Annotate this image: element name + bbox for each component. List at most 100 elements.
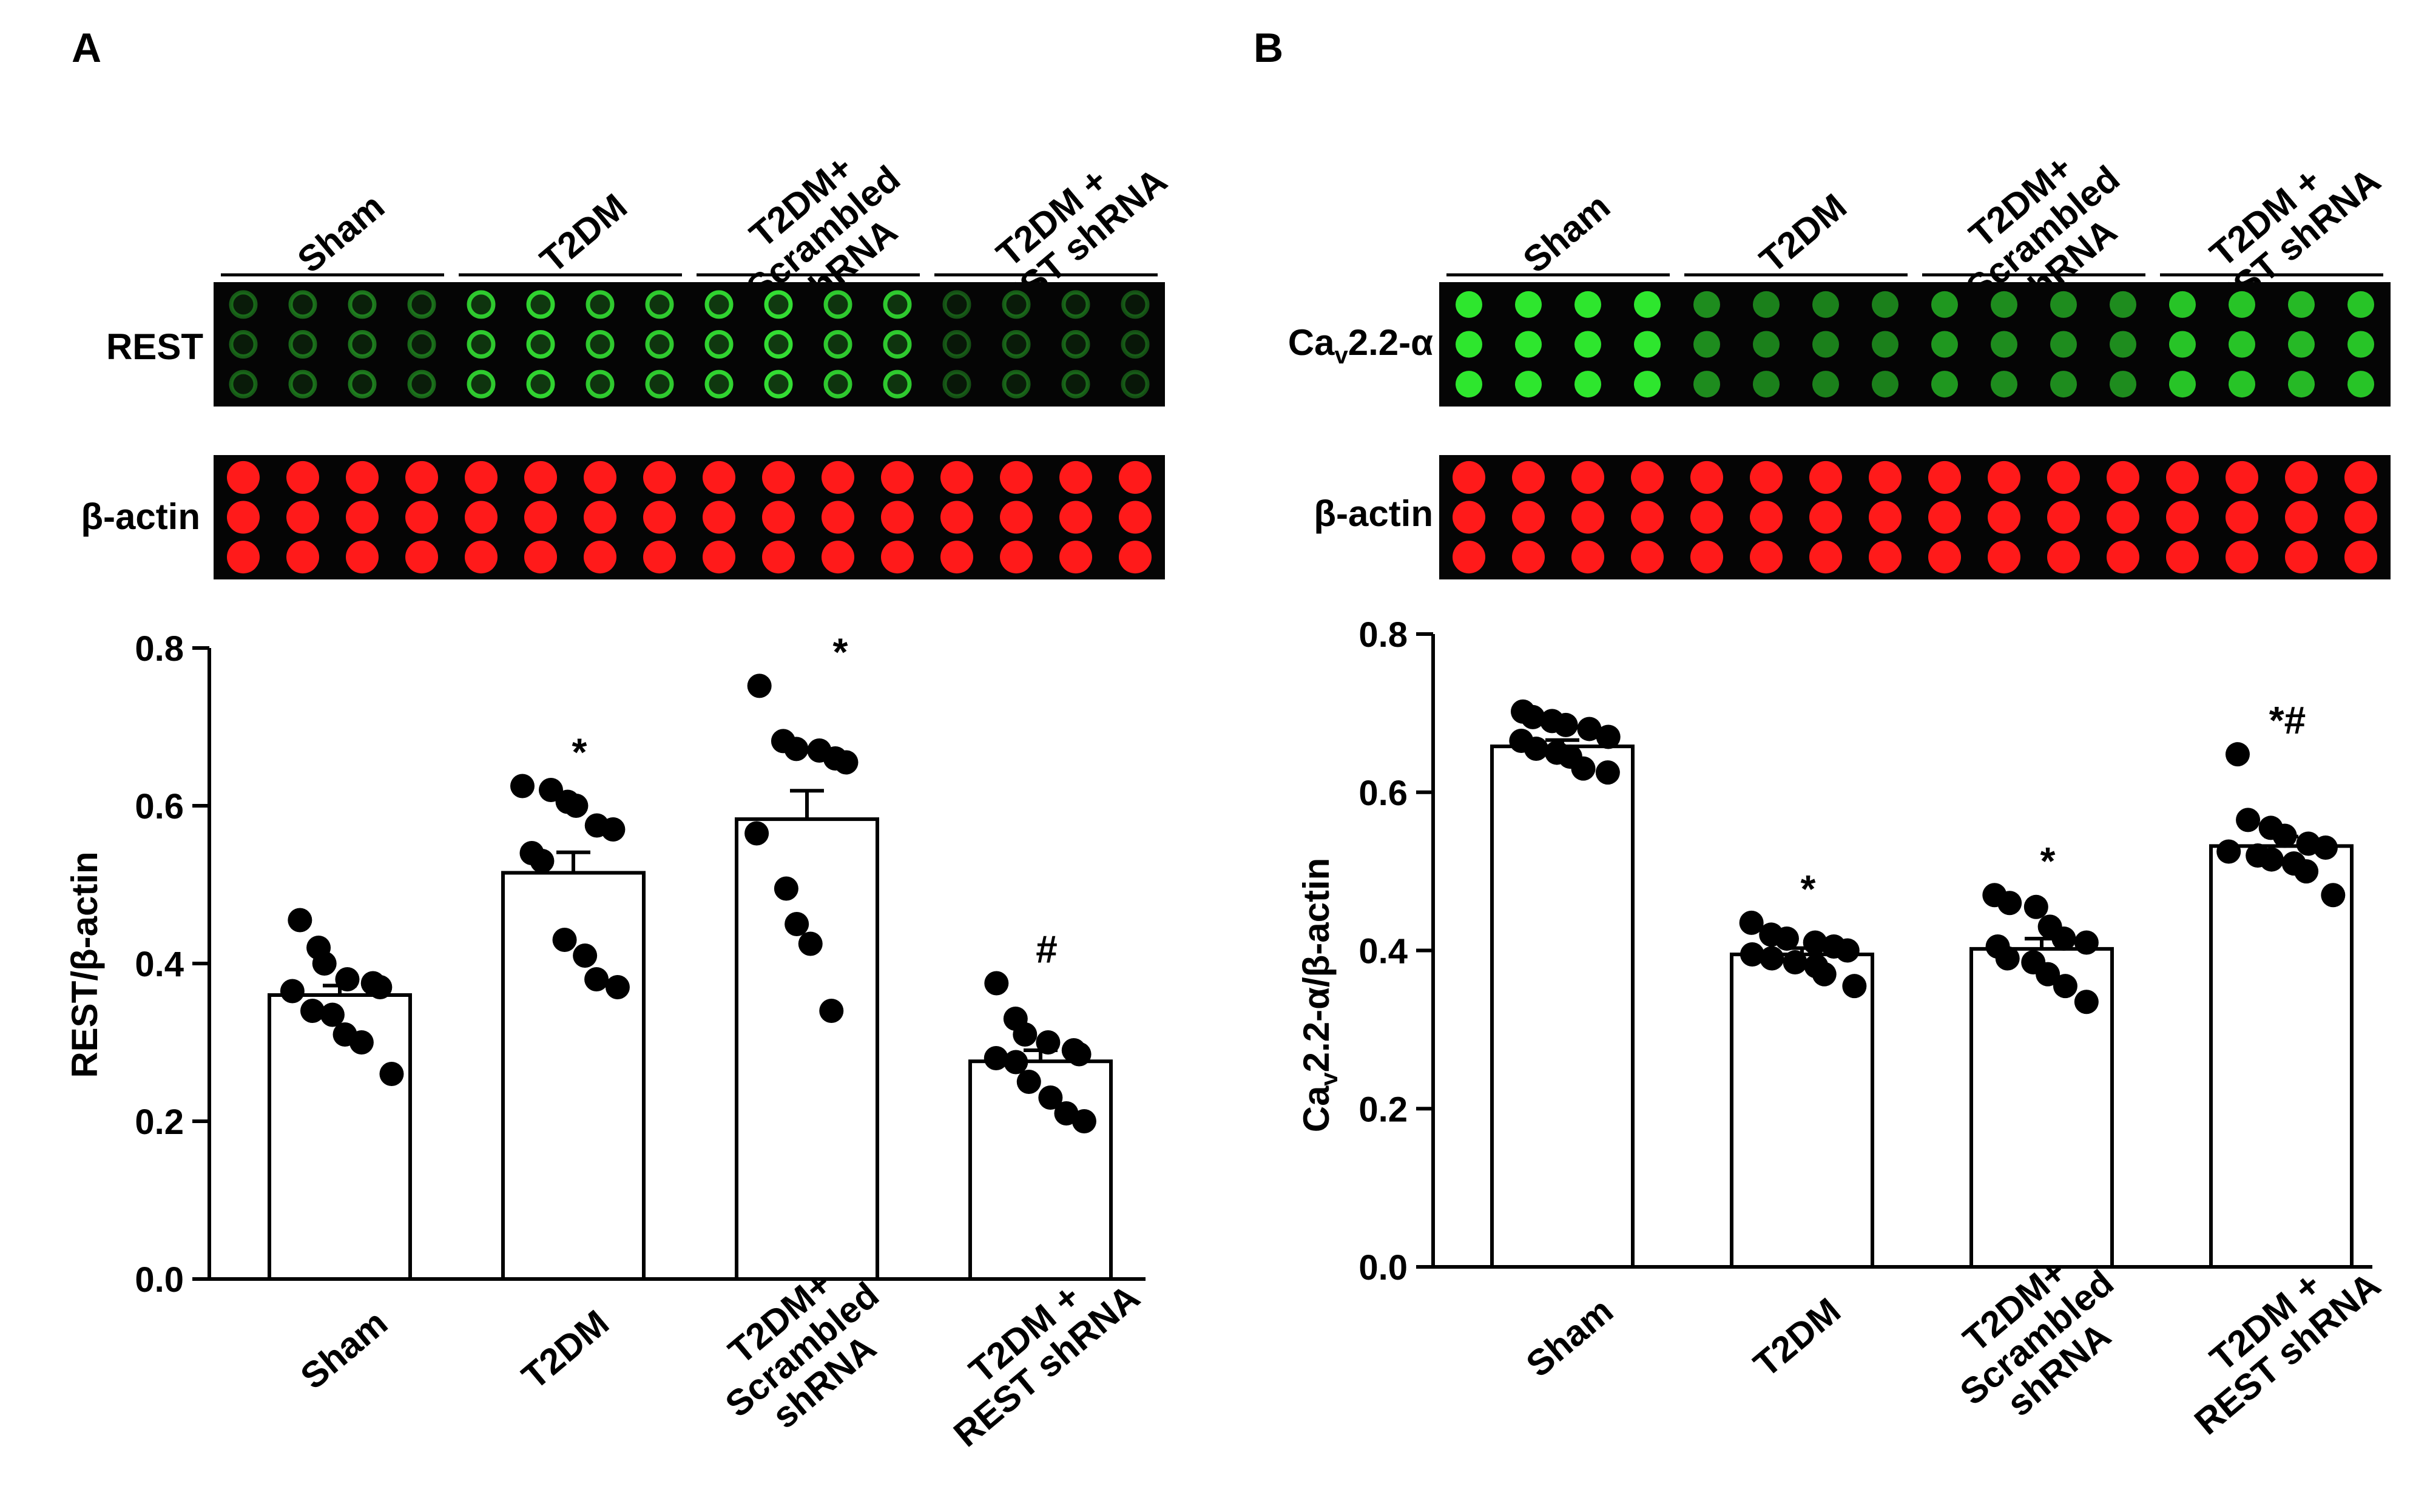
panel-b-data-point [2259, 847, 2284, 872]
panel-a-blot-dot [883, 370, 912, 399]
panel-b-blot-dot [1988, 461, 2020, 494]
panel-a-blot-dot [942, 290, 971, 319]
panel-b-data-point [1595, 760, 1620, 785]
panel-b-blot-dot [1512, 461, 1545, 494]
panel-a-blot-dot [524, 461, 557, 494]
panel-a-data-point [349, 1030, 374, 1055]
panel-a-blot-dot [227, 541, 260, 574]
panel-a-significance-mark: # [1036, 928, 1058, 971]
panel-b-x-category-label: Sham [1519, 1290, 1621, 1385]
panel-b-blot-dot [1515, 331, 1542, 358]
panel-a-blot-dot [762, 461, 795, 494]
panel-b-y-tick-label: 0.2 [1358, 1090, 1408, 1129]
panel-b-y-tick-label: 0.4 [1358, 932, 1408, 971]
panel-b-blot-dot [1512, 541, 1545, 574]
panel-b-blot-dot [2166, 501, 2199, 534]
panel-b-blot-dot [1753, 371, 1780, 398]
panel-a-blot-dot [1061, 370, 1090, 399]
panel-a-blot-dot [348, 370, 377, 399]
panel-a-blot-dot [586, 330, 615, 359]
panel-b-blot-dot [1515, 371, 1542, 398]
panel-b-blot-dot [1515, 291, 1542, 318]
panel-a-blot-dot [643, 461, 676, 494]
panel-b-blot-dot [2344, 541, 2377, 574]
panel-b-blot-dot [1571, 501, 1604, 534]
panel-a-blot-dot [704, 290, 734, 319]
panel-a-blot-dot [883, 330, 912, 359]
panel-b-blot-dot [2347, 371, 2374, 398]
panel-a-blot-dot [405, 461, 438, 494]
panel-b-blot-dot [1809, 461, 1842, 494]
panel-a-blot-dot [883, 290, 912, 319]
panel-a-blot-dot [407, 290, 436, 319]
panel-a-blot-dot [465, 461, 498, 494]
panel-b-data-point [1997, 891, 2022, 916]
panel-a-blot-dot [584, 501, 616, 534]
panel-b-blot-dot [2050, 331, 2077, 358]
panel-b-blot-dot [1812, 291, 1839, 318]
panel-a-data-point [984, 1046, 1008, 1070]
panel-a-blot-dot [1000, 501, 1033, 534]
panel-b-blot-dot [2229, 371, 2255, 398]
panel-a-data-point [601, 817, 626, 842]
panel-a-blot-dot [286, 541, 319, 574]
panel-a-blot-dot [407, 330, 436, 359]
panel-b-blot-dot [2110, 291, 2136, 318]
panel-b-blot-dot [2347, 291, 2374, 318]
panel-b-blot-dot [1631, 501, 1664, 534]
panel-b-blot-dot [1753, 331, 1780, 358]
panel-b-blot-dot [1512, 501, 1545, 534]
panel-a-blot-dot [348, 290, 377, 319]
panel-b-data-point [2051, 926, 2076, 951]
panel-b-bar [1490, 744, 1635, 1269]
panel-b-data-point [1842, 974, 1867, 999]
panel-a-blot-dot [286, 501, 319, 534]
panel-a-blot-dot [467, 370, 496, 399]
panel-b-cav-blot-label: Cav2.2-α [1288, 322, 1433, 369]
panel-b-blot-dot [2166, 461, 2199, 494]
panel-a-blot-group-title: T2DM [533, 186, 635, 280]
panel-b-blot-dot [2110, 371, 2136, 398]
panel-b-blot-dot [2226, 461, 2258, 494]
panel-a-blot-dot [288, 370, 317, 399]
panel-b-blot-dot [1750, 501, 1783, 534]
panel-b-blot-dot [2050, 291, 2077, 318]
panel-b-data-point [2053, 974, 2077, 999]
panel-a-y-tick-label: 0.0 [135, 1260, 184, 1300]
panel-a-blot-dot [822, 461, 854, 494]
panel-b-chart: 0.00.20.40.60.8Sham*T2DM*T2DM+Scrambleds… [1358, 615, 2388, 1442]
panel-b-blot-dot [1750, 541, 1783, 574]
panel-b-blot-group-title: Sham [1516, 186, 1618, 280]
panel-b-blot-dot [1693, 371, 1720, 398]
panel-b-y-tick-label: 0.6 [1358, 774, 1408, 813]
panel-a-data-point [552, 928, 577, 952]
panel-b-blot-dot [1690, 501, 1723, 534]
panel-b-blot-dot [1931, 371, 1958, 398]
panel-a-x-category-label: T2DM [515, 1302, 616, 1397]
panel-a-data-point [834, 750, 859, 775]
panel-a-blot-dot [465, 541, 498, 574]
panel-a-data-point [798, 931, 823, 956]
panel-b-blot-dot [1928, 541, 1961, 574]
panel-a-blot-dot [703, 461, 735, 494]
panel-b-blot-dot [1634, 291, 1661, 318]
panel-b-blot-dot [1872, 291, 1898, 318]
panel-a-blot-dot [942, 330, 971, 359]
panel-b-blot-dot [2344, 461, 2377, 494]
panel-a-blot-dot [940, 461, 973, 494]
panel-a-blot-dot [526, 290, 555, 319]
panel-b-blot-dot [1571, 541, 1604, 574]
panel-b-blot-dot [2288, 331, 2315, 358]
panel-b-actin-blot-label: β-actin [1314, 493, 1433, 534]
panel-a-bar [735, 817, 879, 1281]
panel-a-blot-dot [764, 370, 793, 399]
panel-a-blot-dot [823, 330, 852, 359]
panel-a-data-point [1036, 1030, 1061, 1055]
panel-a-blot-dot [405, 501, 438, 534]
panel-a-data-point [744, 821, 769, 846]
panel-b-blot-dot [1991, 331, 2017, 358]
panel-a-data-point [1013, 1022, 1038, 1047]
panel-b-data-point [2236, 808, 2261, 832]
